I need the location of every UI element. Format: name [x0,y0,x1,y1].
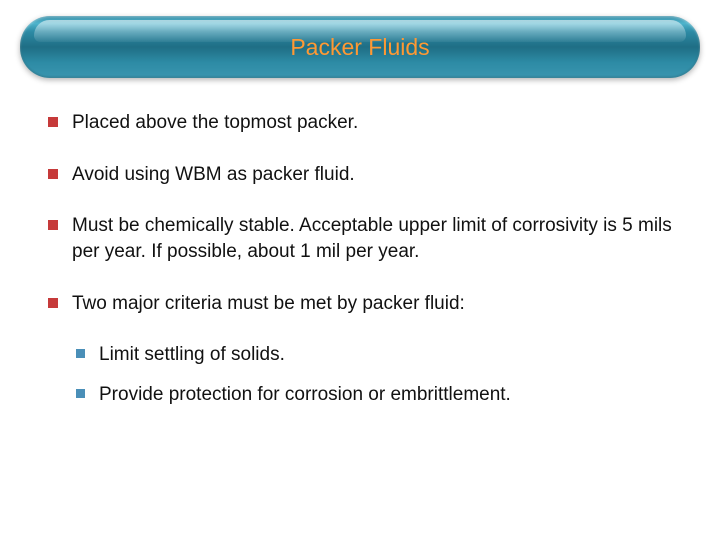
list-item: Two major criteria must be met by packer… [48,291,672,317]
bullet-icon [76,389,85,398]
bullet-text: Two major criteria must be met by packer… [72,291,672,317]
bullet-icon [48,298,58,308]
bullet-text: Must be chemically stable. Acceptable up… [72,213,672,264]
sub-bullet-text: Provide protection for corrosion or embr… [99,382,672,408]
bullet-text: Avoid using WBM as packer fluid. [72,162,672,188]
list-item: Must be chemically stable. Acceptable up… [48,213,672,264]
bullet-icon [48,117,58,127]
bullet-icon [48,220,58,230]
slide-title: Packer Fluids [290,34,429,61]
bullet-icon [76,349,85,358]
list-item: Avoid using WBM as packer fluid. [48,162,672,188]
bullet-icon [48,169,58,179]
sub-list: Limit settling of solids. Provide protec… [76,342,672,407]
sub-bullet-text: Limit settling of solids. [99,342,672,368]
title-bar: Packer Fluids [20,16,700,78]
list-item: Provide protection for corrosion or embr… [76,382,672,408]
bullet-text: Placed above the topmost packer. [72,110,672,136]
list-item: Limit settling of solids. [76,342,672,368]
list-item: Placed above the topmost packer. [48,110,672,136]
content-area: Placed above the topmost packer. Avoid u… [48,110,672,421]
